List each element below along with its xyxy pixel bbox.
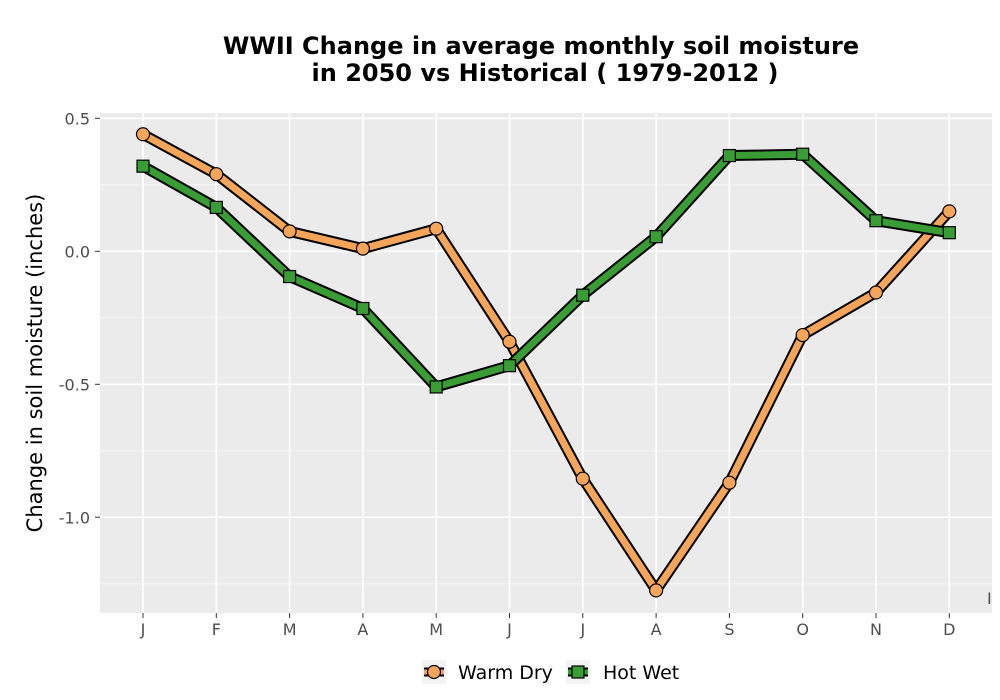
warm-dry-legend-label: Warm Dry xyxy=(458,662,553,684)
x-tick-label: A xyxy=(651,620,662,639)
stray-mark: I xyxy=(987,589,992,608)
y-axis-label: Change in soil moisture (inches) xyxy=(23,194,47,533)
x-tick-label: J xyxy=(579,620,585,639)
y-tick-label: -1.0 xyxy=(59,508,90,527)
warm-dry-point xyxy=(648,583,664,598)
warm-dry-point xyxy=(575,471,590,486)
hot-wet-line xyxy=(139,150,953,391)
hot-wet-point xyxy=(209,200,223,215)
warm-dry-point xyxy=(209,167,224,182)
y-tick-label: 0.5 xyxy=(65,109,90,128)
hot-wet-legend-label: Hot Wet xyxy=(603,662,679,684)
warm-dry-legend-marker xyxy=(426,664,442,680)
x-tick-label: D xyxy=(943,620,955,639)
hot-wet-legend-marker xyxy=(571,665,585,679)
warm-dry-point xyxy=(355,241,370,256)
x-tick-label: S xyxy=(724,620,734,639)
warm-dry-point xyxy=(722,475,737,490)
x-tick-label: A xyxy=(357,620,368,639)
warm-dry-point xyxy=(795,327,810,343)
warm-dry-point xyxy=(502,334,517,349)
hot-wet-point xyxy=(356,301,370,316)
y-axis-ticks: 0.5 0.0 -0.5 -1.0 xyxy=(59,109,100,527)
x-tick-label: J xyxy=(140,620,146,639)
warm-dry-point xyxy=(429,221,444,236)
chart-title-line1: WWII Change in average monthly soil mois… xyxy=(223,32,859,60)
x-tick-label: O xyxy=(796,620,809,639)
hot-wet-point xyxy=(283,269,297,284)
x-tick-label: N xyxy=(870,620,882,639)
hot-wet-point xyxy=(869,214,883,228)
hot-wet-point xyxy=(136,159,150,173)
y-tick-label: 0.0 xyxy=(65,242,90,261)
warm-dry-point xyxy=(282,224,297,239)
warm-dry-point xyxy=(135,127,151,142)
warm-dry-point xyxy=(942,204,957,219)
y-tick-label: -0.5 xyxy=(59,375,90,394)
hot-wet-point xyxy=(576,288,590,302)
x-tick-label: F xyxy=(212,620,221,639)
chart-title-line2: in 2050 vs Historical ( 1979-2012 ) xyxy=(312,59,779,87)
hot-wet-point xyxy=(429,380,443,394)
x-tick-label: M xyxy=(429,620,443,639)
hot-wet-point xyxy=(722,148,737,163)
x-tick-label: M xyxy=(283,620,297,639)
x-tick-label: J xyxy=(506,620,512,639)
hot-wet-point xyxy=(649,230,663,244)
hot-wet-point xyxy=(796,147,810,161)
data-series xyxy=(135,127,957,598)
hot-wet-point xyxy=(942,226,956,240)
warm-dry-line xyxy=(139,130,953,594)
warm-dry-point xyxy=(868,285,884,300)
hot-wet-point xyxy=(502,359,517,373)
legend: Warm Dry Hot Wet xyxy=(422,660,679,684)
grid-lines xyxy=(100,113,992,613)
